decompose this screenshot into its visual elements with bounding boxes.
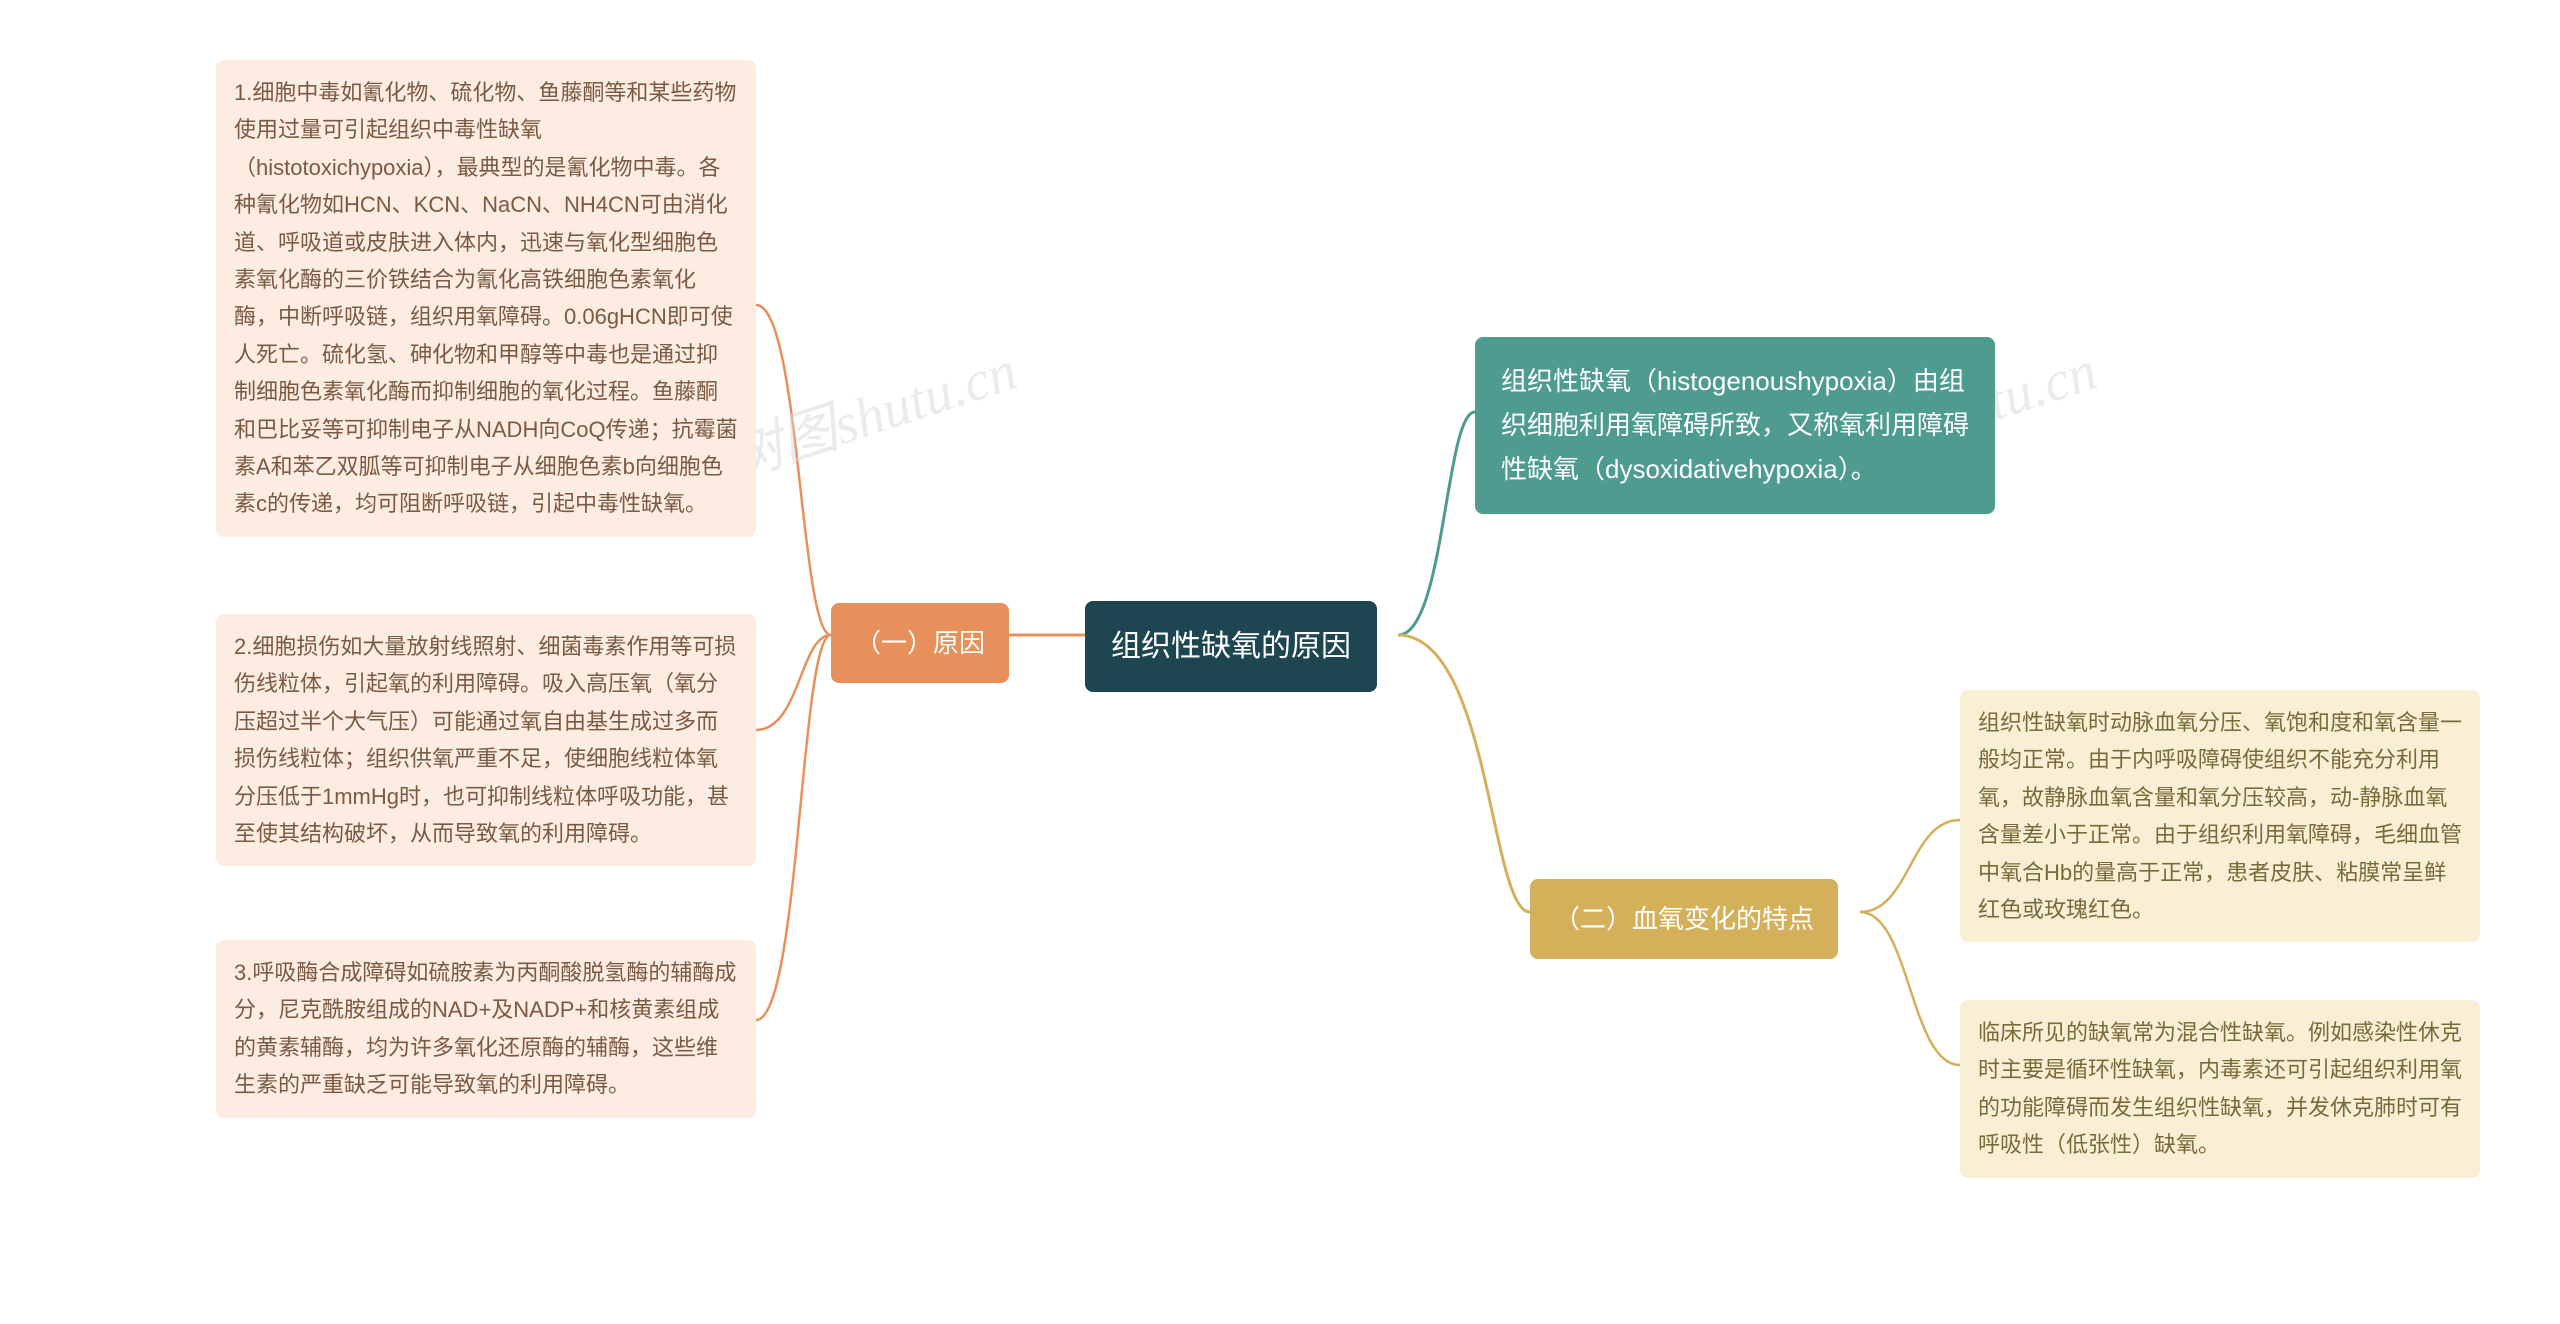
- center-title: 组织性缺氧的原因: [1111, 630, 1351, 663]
- branch-cause: （一）原因: [831, 603, 1009, 683]
- leaf-cause-2: 2.细胞损伤如大量放射线照射、细菌毒素作用等可损伤线粒体，引起氧的利用障碍。吸入…: [216, 614, 756, 866]
- leaf-cause-1-text: 1.细胞中毒如氰化物、硫化物、鱼藤酮等和某些药物使用过量可引起组织中毒性缺氧（h…: [234, 80, 738, 516]
- branch-cause-label: （一）原因: [855, 628, 985, 658]
- edge-blood-to-leaf2: [1860, 912, 1960, 1065]
- leaf-blood-2: 临床所见的缺氧常为混合性缺氧。例如感染性休克时主要是循环性缺氧，内毒素还可引起组…: [1960, 1000, 2480, 1178]
- definition-node: 组织性缺氧（histogenoushypoxia）由组织细胞利用氧障碍所致，又称…: [1475, 337, 1995, 514]
- leaf-blood-2-text: 临床所见的缺氧常为混合性缺氧。例如感染性休克时主要是循环性缺氧，内毒素还可引起组…: [1978, 1020, 2462, 1157]
- branch-blood-label: （二）血氧变化的特点: [1554, 904, 1814, 934]
- definition-text: 组织性缺氧（histogenoushypoxia）由组织细胞利用氧障碍所致，又称…: [1501, 366, 1969, 484]
- leaf-cause-3-text: 3.呼吸酶合成障碍如硫胺素为丙酮酸脱氢酶的辅酶成分，尼克酰胺组成的NAD+及NA…: [234, 960, 736, 1097]
- edge-blood-to-leaf1: [1860, 820, 1960, 912]
- center-node: 组织性缺氧的原因: [1085, 601, 1377, 692]
- leaf-blood-1-text: 组织性缺氧时动脉血氧分压、氧饱和度和氧含量一般均正常。由于内呼吸障碍使组织不能充…: [1978, 710, 2462, 922]
- leaf-blood-1: 组织性缺氧时动脉血氧分压、氧饱和度和氧含量一般均正常。由于内呼吸障碍使组织不能充…: [1960, 690, 2480, 942]
- leaf-cause-3: 3.呼吸酶合成障碍如硫胺素为丙酮酸脱氢酶的辅酶成分，尼克酰胺组成的NAD+及NA…: [216, 940, 756, 1118]
- edge-center-to-def: [1398, 412, 1475, 635]
- watermark-1: 树图shutu.cn: [715, 326, 1026, 496]
- edge-cause-to-leaf1: [756, 305, 831, 635]
- edge-cause-to-leaf2: [756, 635, 831, 730]
- edge-cause-to-leaf3: [756, 635, 831, 1020]
- leaf-cause-1: 1.细胞中毒如氰化物、硫化物、鱼藤酮等和某些药物使用过量可引起组织中毒性缺氧（h…: [216, 60, 756, 537]
- edge-center-to-blood: [1398, 635, 1530, 912]
- leaf-cause-2-text: 2.细胞损伤如大量放射线照射、细菌毒素作用等可损伤线粒体，引起氧的利用障碍。吸入…: [234, 634, 736, 846]
- branch-blood: （二）血氧变化的特点: [1530, 879, 1838, 959]
